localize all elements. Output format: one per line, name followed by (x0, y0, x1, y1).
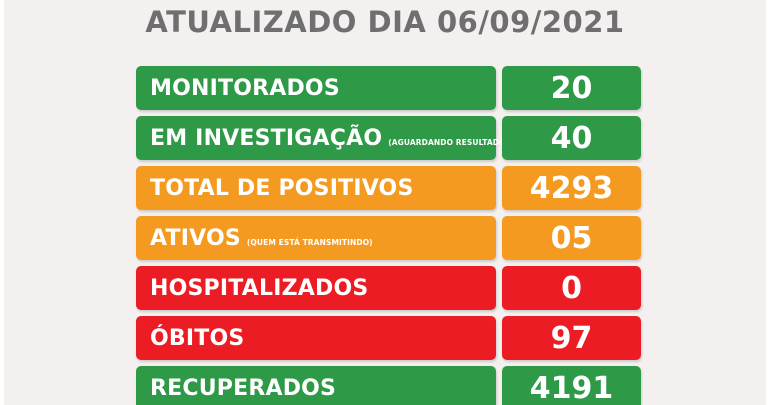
value-box: 05 (502, 216, 641, 260)
row-em-investigacao: EM INVESTIGAÇÃO (AGUARDANDO RESULTADO) 4… (132, 116, 641, 160)
row-recuperados: RECUPERADOS 4191 (132, 366, 641, 405)
row-total-de-positivos: TOTAL DE POSITIVOS 4293 (132, 166, 641, 210)
label-box: ÓBITOS (136, 316, 496, 360)
page-title: ATUALIZADO DIA 06/09/2021 (145, 5, 625, 39)
row-label: RECUPERADOS (150, 375, 337, 401)
row-label: EM INVESTIGAÇÃO (150, 125, 383, 151)
value-box: 97 (502, 316, 641, 360)
row-hospitalizados: HOSPITALIZADOS 0 (132, 266, 641, 310)
row-monitorados: MONITORADOS 20 (132, 66, 641, 110)
label-box: ATIVOS (QUEM ESTÁ TRANSMITINDO) (136, 216, 496, 260)
value-box: 4293 (502, 166, 641, 210)
row-label: ATIVOS (150, 225, 241, 251)
row-label: MONITORADOS (150, 75, 340, 101)
bulletin-panel: ATUALIZADO DIA 06/09/2021 MONITORADOS 20… (4, 0, 766, 405)
label-box: TOTAL DE POSITIVOS (136, 166, 496, 210)
row-label: ÓBITOS (150, 325, 245, 351)
label-box: HOSPITALIZADOS (136, 266, 496, 310)
label-box: MONITORADOS (136, 66, 496, 110)
row-label: HOSPITALIZADOS (150, 275, 369, 301)
row-sublabel: (QUEM ESTÁ TRANSMITINDO) (246, 237, 373, 247)
row-ativos: ATIVOS (QUEM ESTÁ TRANSMITINDO) 05 (132, 216, 641, 260)
value-box: 40 (502, 116, 641, 160)
value-box: 0 (502, 266, 641, 310)
row-label: TOTAL DE POSITIVOS (150, 175, 414, 201)
row-obitos: ÓBITOS 97 (132, 316, 641, 360)
label-box: RECUPERADOS (136, 366, 496, 405)
value-box: 20 (502, 66, 641, 110)
label-box: EM INVESTIGAÇÃO (AGUARDANDO RESULTADO) (136, 116, 509, 160)
value-box: 4191 (502, 366, 641, 405)
row-sublabel: (AGUARDANDO RESULTADO) (388, 137, 510, 147)
